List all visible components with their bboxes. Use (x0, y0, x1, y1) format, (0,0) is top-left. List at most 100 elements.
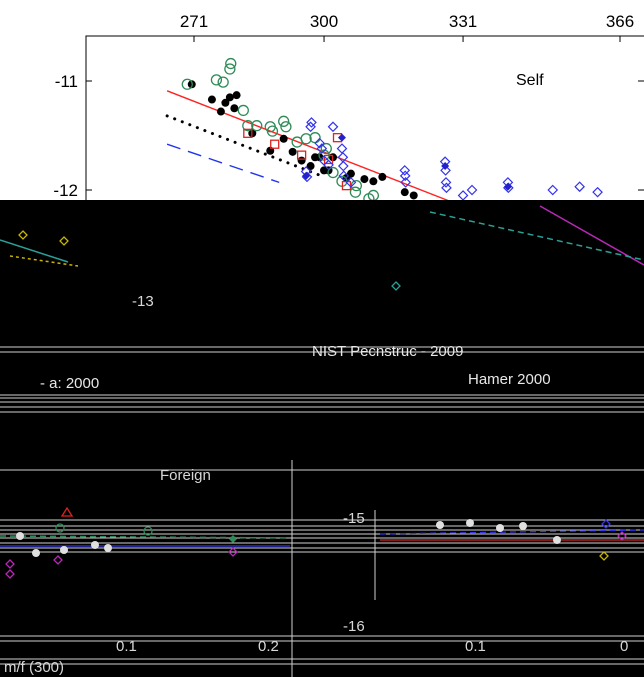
fit-line-dashed (166, 143, 280, 184)
top-y-tick-label: -12 (53, 181, 78, 200)
data-point-open-diamond (547, 184, 559, 196)
fragment-marker-7 (229, 535, 237, 543)
data-point-open-square (323, 154, 334, 165)
data-point-open-diamond (440, 165, 451, 176)
fragment-legend-1: NIST Pecnstruc - 2009 (312, 343, 463, 360)
data-point-open-diamond (316, 143, 328, 154)
data-point-filled-diamond (302, 171, 311, 180)
fragment-marker-10 (53, 555, 63, 565)
corrupted-region: -13 NIST Pecnstruc - 2009 Hamer 2000 - a… (0, 200, 644, 677)
top-fit-lines (165, 90, 464, 208)
black-block (0, 200, 644, 677)
data-point-filled-circle (288, 147, 297, 156)
data-point-filled-circle (221, 98, 230, 107)
data-point-open-diamond (338, 170, 350, 182)
fragment-panel-label: Foreign (160, 467, 211, 484)
data-point-filled-circle (369, 177, 378, 186)
fragment-ytick-15: -15 (343, 510, 365, 527)
fragment-line-blue-right (379, 529, 644, 535)
data-point-open-circle (320, 142, 332, 155)
data-point-filled-circle (207, 95, 216, 104)
data-point-filled-diamond (337, 133, 346, 142)
fragment-marker-13 (601, 519, 611, 529)
fragment-legend-2: Hamer 2000 (468, 371, 551, 388)
fragment-dot-7 (466, 519, 474, 527)
data-point-open-circle (266, 125, 279, 137)
data-point-open-diamond (337, 160, 349, 172)
data-point-filled-circle (346, 169, 355, 178)
data-point-filled-diamond (503, 182, 512, 191)
fragment-dot-5 (104, 544, 112, 552)
data-point-filled-circle (225, 93, 234, 102)
fragment-line-cyan-right (429, 211, 644, 261)
fragment-line-magenta (539, 205, 644, 266)
data-point-filled-circle (360, 175, 369, 184)
fragment-xtick-3: 0.1 (465, 638, 486, 655)
data-point-open-diamond (400, 177, 412, 188)
fragment-xtick-2: 0.2 (258, 638, 279, 655)
fragment-dot-3 (60, 546, 68, 554)
data-point-open-diamond (592, 186, 603, 198)
data-point-filled-circle (216, 107, 225, 116)
data-point-open-diamond (399, 165, 411, 176)
top-x-tick-label: 300 (310, 12, 338, 31)
data-point-filled-circle (279, 134, 288, 143)
data-point-open-diamond (327, 121, 339, 133)
data-point-open-diamond (399, 170, 411, 182)
fragment-dot-8 (496, 524, 504, 532)
data-point-filled-circle (400, 188, 409, 197)
fragment-xlabel: m/f (300) (4, 659, 64, 676)
fragment-marker-8 (5, 559, 15, 569)
data-point-filled-circle (232, 91, 241, 100)
fragment-marker-6 (143, 526, 153, 536)
top-y-ticks: -11 -12 (53, 72, 644, 200)
fragment-xtick-1: 0.1 (116, 638, 137, 655)
data-point-open-diamond (441, 182, 452, 194)
top-panel-title: Self (516, 72, 544, 89)
data-point-open-circle (181, 78, 193, 90)
data-point-open-diamond (574, 181, 585, 193)
data-point-open-circle (242, 120, 254, 132)
data-point-open-circle (300, 133, 312, 145)
data-point-open-diamond (457, 190, 469, 201)
fragment-marker-4 (60, 506, 74, 517)
data-point-open-circle (280, 121, 292, 133)
data-point-open-diamond (345, 177, 357, 188)
data-point-open-circle (327, 166, 339, 179)
fragment-dot-6 (436, 521, 444, 529)
fragment-markers (5, 230, 627, 579)
data-point-open-circle (224, 63, 236, 75)
top-x-tick-label: 366 (606, 12, 634, 31)
fragment-dot-10 (553, 536, 561, 544)
data-point-open-circle (349, 186, 362, 198)
data-point-filled-circle (409, 191, 418, 200)
data-point-open-square (270, 139, 280, 149)
data-point-open-diamond (314, 137, 325, 149)
top-x-ticks: 271 300 331 366 (180, 12, 634, 42)
top-x-tick-label: 271 (180, 12, 208, 31)
fragment-dot-4 (91, 541, 99, 549)
data-point-filled-diamond (441, 162, 450, 171)
data-point-open-circle (278, 115, 290, 127)
data-point-filled-circle (378, 172, 387, 181)
fragment-marker-1 (18, 230, 28, 240)
data-point-open-circle (210, 74, 223, 86)
data-point-open-diamond (440, 177, 452, 188)
data-point-open-circle (251, 120, 263, 132)
fragment-marker-5 (55, 523, 65, 533)
fragment-dot-1 (16, 532, 24, 540)
data-point-open-circle (350, 179, 362, 192)
fragment-marker-11 (228, 547, 238, 557)
fragment-marker-12 (599, 551, 609, 561)
data-point-open-square (296, 150, 307, 160)
fragment-ytick-16: -16 (343, 618, 365, 635)
fragment-legend-3: - a: 2000 (40, 375, 99, 392)
top-y-tick-label: -11 (55, 72, 78, 91)
fragment-marker-14 (617, 531, 627, 541)
top-x-tick-label: 331 (449, 12, 477, 31)
data-point-open-diamond (466, 184, 478, 196)
fragment-dot-9 (519, 522, 527, 530)
fragment-line-cyan (0, 239, 69, 263)
top-data-points (181, 57, 603, 205)
